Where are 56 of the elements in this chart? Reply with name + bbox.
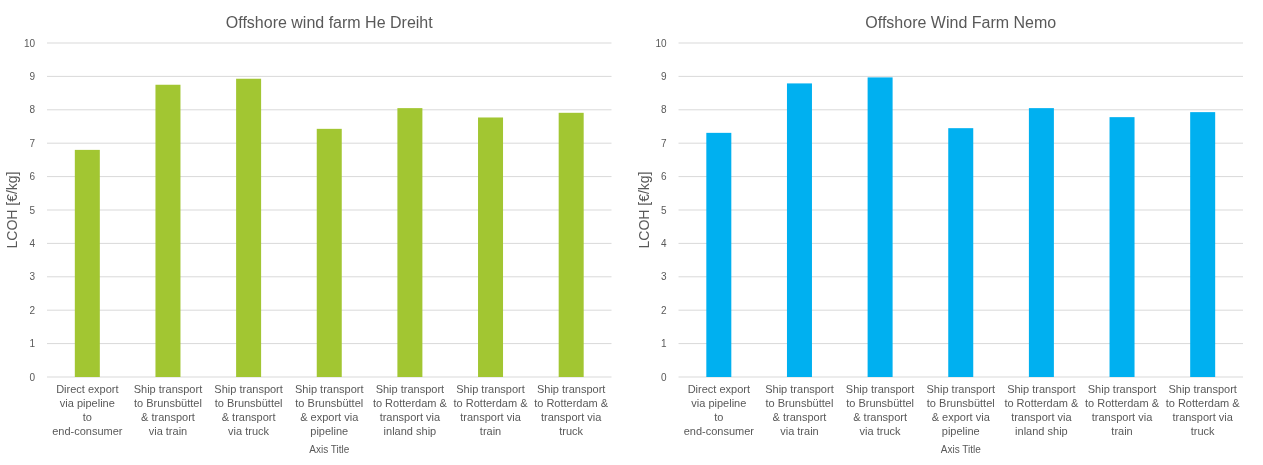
x-tick-label: Ship transport to Brunsbüttel & transport via train xyxy=(765,383,834,437)
x-tick-label: Ship transport to Brunsbüttel & transport via truck xyxy=(845,383,915,437)
x-tick-label: Ship transport to Rotterdam & transport via inland ship xyxy=(372,383,448,437)
x-tick-label: Ship transport to Rotterdam & transport via train xyxy=(453,383,529,437)
bar xyxy=(786,83,812,377)
y-tick-label: 7 xyxy=(660,137,667,149)
bar xyxy=(1109,117,1135,377)
bar xyxy=(1028,108,1054,377)
bar xyxy=(155,84,181,377)
x-tick-label: Ship transport to Rotterdam & transport via train xyxy=(1085,383,1160,437)
x-tick-label: Ship transport to Brunsbüttel & transport via train xyxy=(133,383,203,437)
x-tick-label: Ship transport to Brunsbüttel & export via pipeline xyxy=(295,383,364,437)
y-tick-label: 9 xyxy=(660,70,667,82)
y-axis-title: LCOH [€/kg] xyxy=(4,171,20,249)
y-tick-label: 6 xyxy=(29,171,36,183)
chart-title: Offshore Wind Farm Nemo xyxy=(865,14,1057,31)
x-tick-label: Direct export via pipeline to end-consumer xyxy=(52,383,123,437)
bar xyxy=(478,117,504,377)
x-tick-label: Direct export via pipeline to end-consumer xyxy=(683,383,755,437)
y-tick-label: 2 xyxy=(29,304,36,316)
bar xyxy=(867,77,893,377)
y-tick-label: 3 xyxy=(660,271,667,283)
y-tick-label: 8 xyxy=(660,104,667,116)
y-tick-label: 7 xyxy=(29,137,36,149)
y-tick-label: 9 xyxy=(29,70,36,82)
x-tick-label: Ship transport to Rotterdam & transport via truck xyxy=(1165,383,1241,437)
x-tick-label: Ship transport to Brunsbüttel & transport via truck xyxy=(214,383,283,437)
bar xyxy=(1190,112,1216,377)
bar xyxy=(706,132,732,377)
x-tick-label: Ship transport to Rotterdam & transport via inland ship xyxy=(1004,383,1080,437)
y-tick-label: 4 xyxy=(660,237,667,249)
y-tick-label: 8 xyxy=(29,104,36,116)
bar xyxy=(397,108,423,377)
bar xyxy=(236,78,262,377)
bar xyxy=(316,128,342,377)
chart-title: Offshore wind farm He Dreiht xyxy=(225,14,434,31)
y-tick-label: 5 xyxy=(29,204,36,216)
y-tick-label: 2 xyxy=(660,304,667,316)
x-axis-title: Axis Title xyxy=(940,444,982,455)
y-axis-title: LCOH [€/kg] xyxy=(635,171,652,249)
y-tick-label: 6 xyxy=(660,171,667,183)
y-tick-label: 3 xyxy=(29,271,36,283)
y-tick-label: 1 xyxy=(660,338,667,350)
y-tick-label: 4 xyxy=(29,237,36,249)
x-axis-title: Axis Title xyxy=(309,444,350,455)
x-tick-label: Ship transport to Rotterdam & transport via truck xyxy=(534,383,609,437)
x-tick-label: Ship transport to Brunsbüttel & export via pipeline xyxy=(926,383,995,437)
y-tick-label: 10 xyxy=(655,37,667,49)
y-tick-label: 10 xyxy=(23,37,36,49)
y-tick-label: 1 xyxy=(29,338,36,350)
bar xyxy=(74,149,100,377)
y-tick-label: 0 xyxy=(29,371,36,383)
bar xyxy=(948,128,974,377)
y-tick-label: 5 xyxy=(660,204,667,216)
bar xyxy=(558,112,584,377)
y-tick-label: 0 xyxy=(660,371,667,383)
